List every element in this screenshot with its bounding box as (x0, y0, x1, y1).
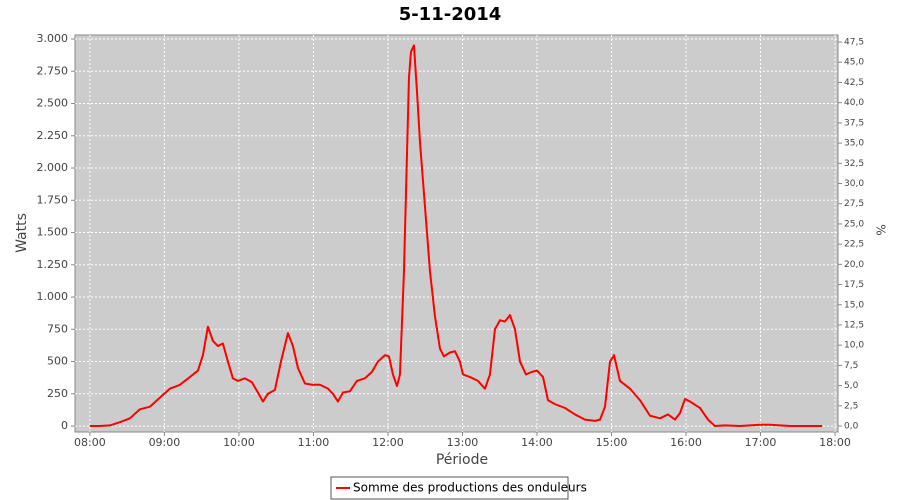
y2-tick-label: 40,0 (844, 98, 864, 108)
y-tick-label: 250 (47, 387, 68, 400)
y-tick-label: 500 (47, 355, 68, 368)
y-tick-label: 1.250 (37, 258, 69, 271)
legend-label: Somme des productions des onduleurs (353, 481, 587, 495)
y2-tick-label: 37,5 (844, 118, 864, 128)
y-tick-label: 750 (47, 322, 68, 335)
y-tick-label: 1.500 (37, 226, 69, 239)
x-tick-label: 09:00 (149, 436, 181, 449)
y-axis-label: Watts (14, 213, 30, 253)
x-tick-label: 18:00 (819, 436, 851, 449)
x-tick-label: 12:00 (372, 436, 404, 449)
x-tick-label: 08:00 (74, 436, 106, 449)
y2-tick-label: 0,0 (844, 422, 859, 432)
y2-tick-label: 45,0 (844, 58, 864, 68)
x-tick-label: 15:00 (596, 436, 628, 449)
y-tick-label: 3.000 (37, 32, 69, 45)
y2-tick-label: 25,0 (844, 219, 864, 229)
grid (75, 35, 838, 432)
y-tick-label: 1.000 (37, 290, 69, 303)
chart-title: 5-11-2014 (399, 4, 502, 25)
x-tick-label: 16:00 (670, 436, 702, 449)
y2-tick-label: 22,5 (844, 240, 864, 250)
y2-tick-label: 42,5 (844, 78, 864, 88)
y2-tick-label: 15,0 (844, 300, 864, 310)
y2-tick-label: 32,5 (844, 159, 864, 169)
y2-tick-label: 47,5 (844, 38, 864, 48)
y2-tick-label: 17,5 (844, 280, 864, 290)
y-tick-label: 2.750 (37, 64, 69, 77)
x-tick-label: 17:00 (745, 436, 777, 449)
plot-area (74, 34, 839, 433)
x-tick-label: 13:00 (447, 436, 479, 449)
x-tick-label: 10:00 (223, 436, 255, 449)
y2-tick-label: 5,0 (844, 381, 859, 391)
y2-tick-label: 10,0 (844, 341, 864, 351)
y2-tick-label: 20,0 (844, 260, 864, 270)
y-tick-label: 2.000 (37, 161, 69, 174)
x-tick-label: 14:00 (521, 436, 553, 449)
y2-axis-label: % (874, 224, 888, 235)
y2-tick-label: 30,0 (844, 179, 864, 189)
y2-tick-label: 35,0 (844, 139, 864, 149)
y-tick-label: 2.500 (37, 97, 69, 110)
x-tick-label: 11:00 (298, 436, 330, 449)
legend (330, 476, 569, 500)
y2-tick-label: 12,5 (844, 320, 864, 330)
y-tick-label: 2.250 (37, 129, 69, 142)
series-line (89, 44, 823, 428)
x-axis-label: Période (436, 452, 488, 468)
y2-tick-label: 27,5 (844, 199, 864, 209)
lines (89, 44, 823, 428)
y2-tick-label: 7,5 (844, 361, 858, 371)
y-tick-label: 1.750 (37, 193, 69, 206)
y2-tick-label: 2,5 (844, 401, 858, 411)
y-tick-label: 0 (61, 419, 68, 432)
